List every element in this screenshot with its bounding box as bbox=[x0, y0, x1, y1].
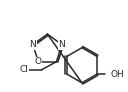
Text: N: N bbox=[29, 40, 36, 49]
Text: O: O bbox=[35, 57, 42, 66]
Text: OH: OH bbox=[110, 70, 124, 79]
Text: Cl: Cl bbox=[20, 65, 29, 74]
Text: N: N bbox=[58, 40, 65, 49]
